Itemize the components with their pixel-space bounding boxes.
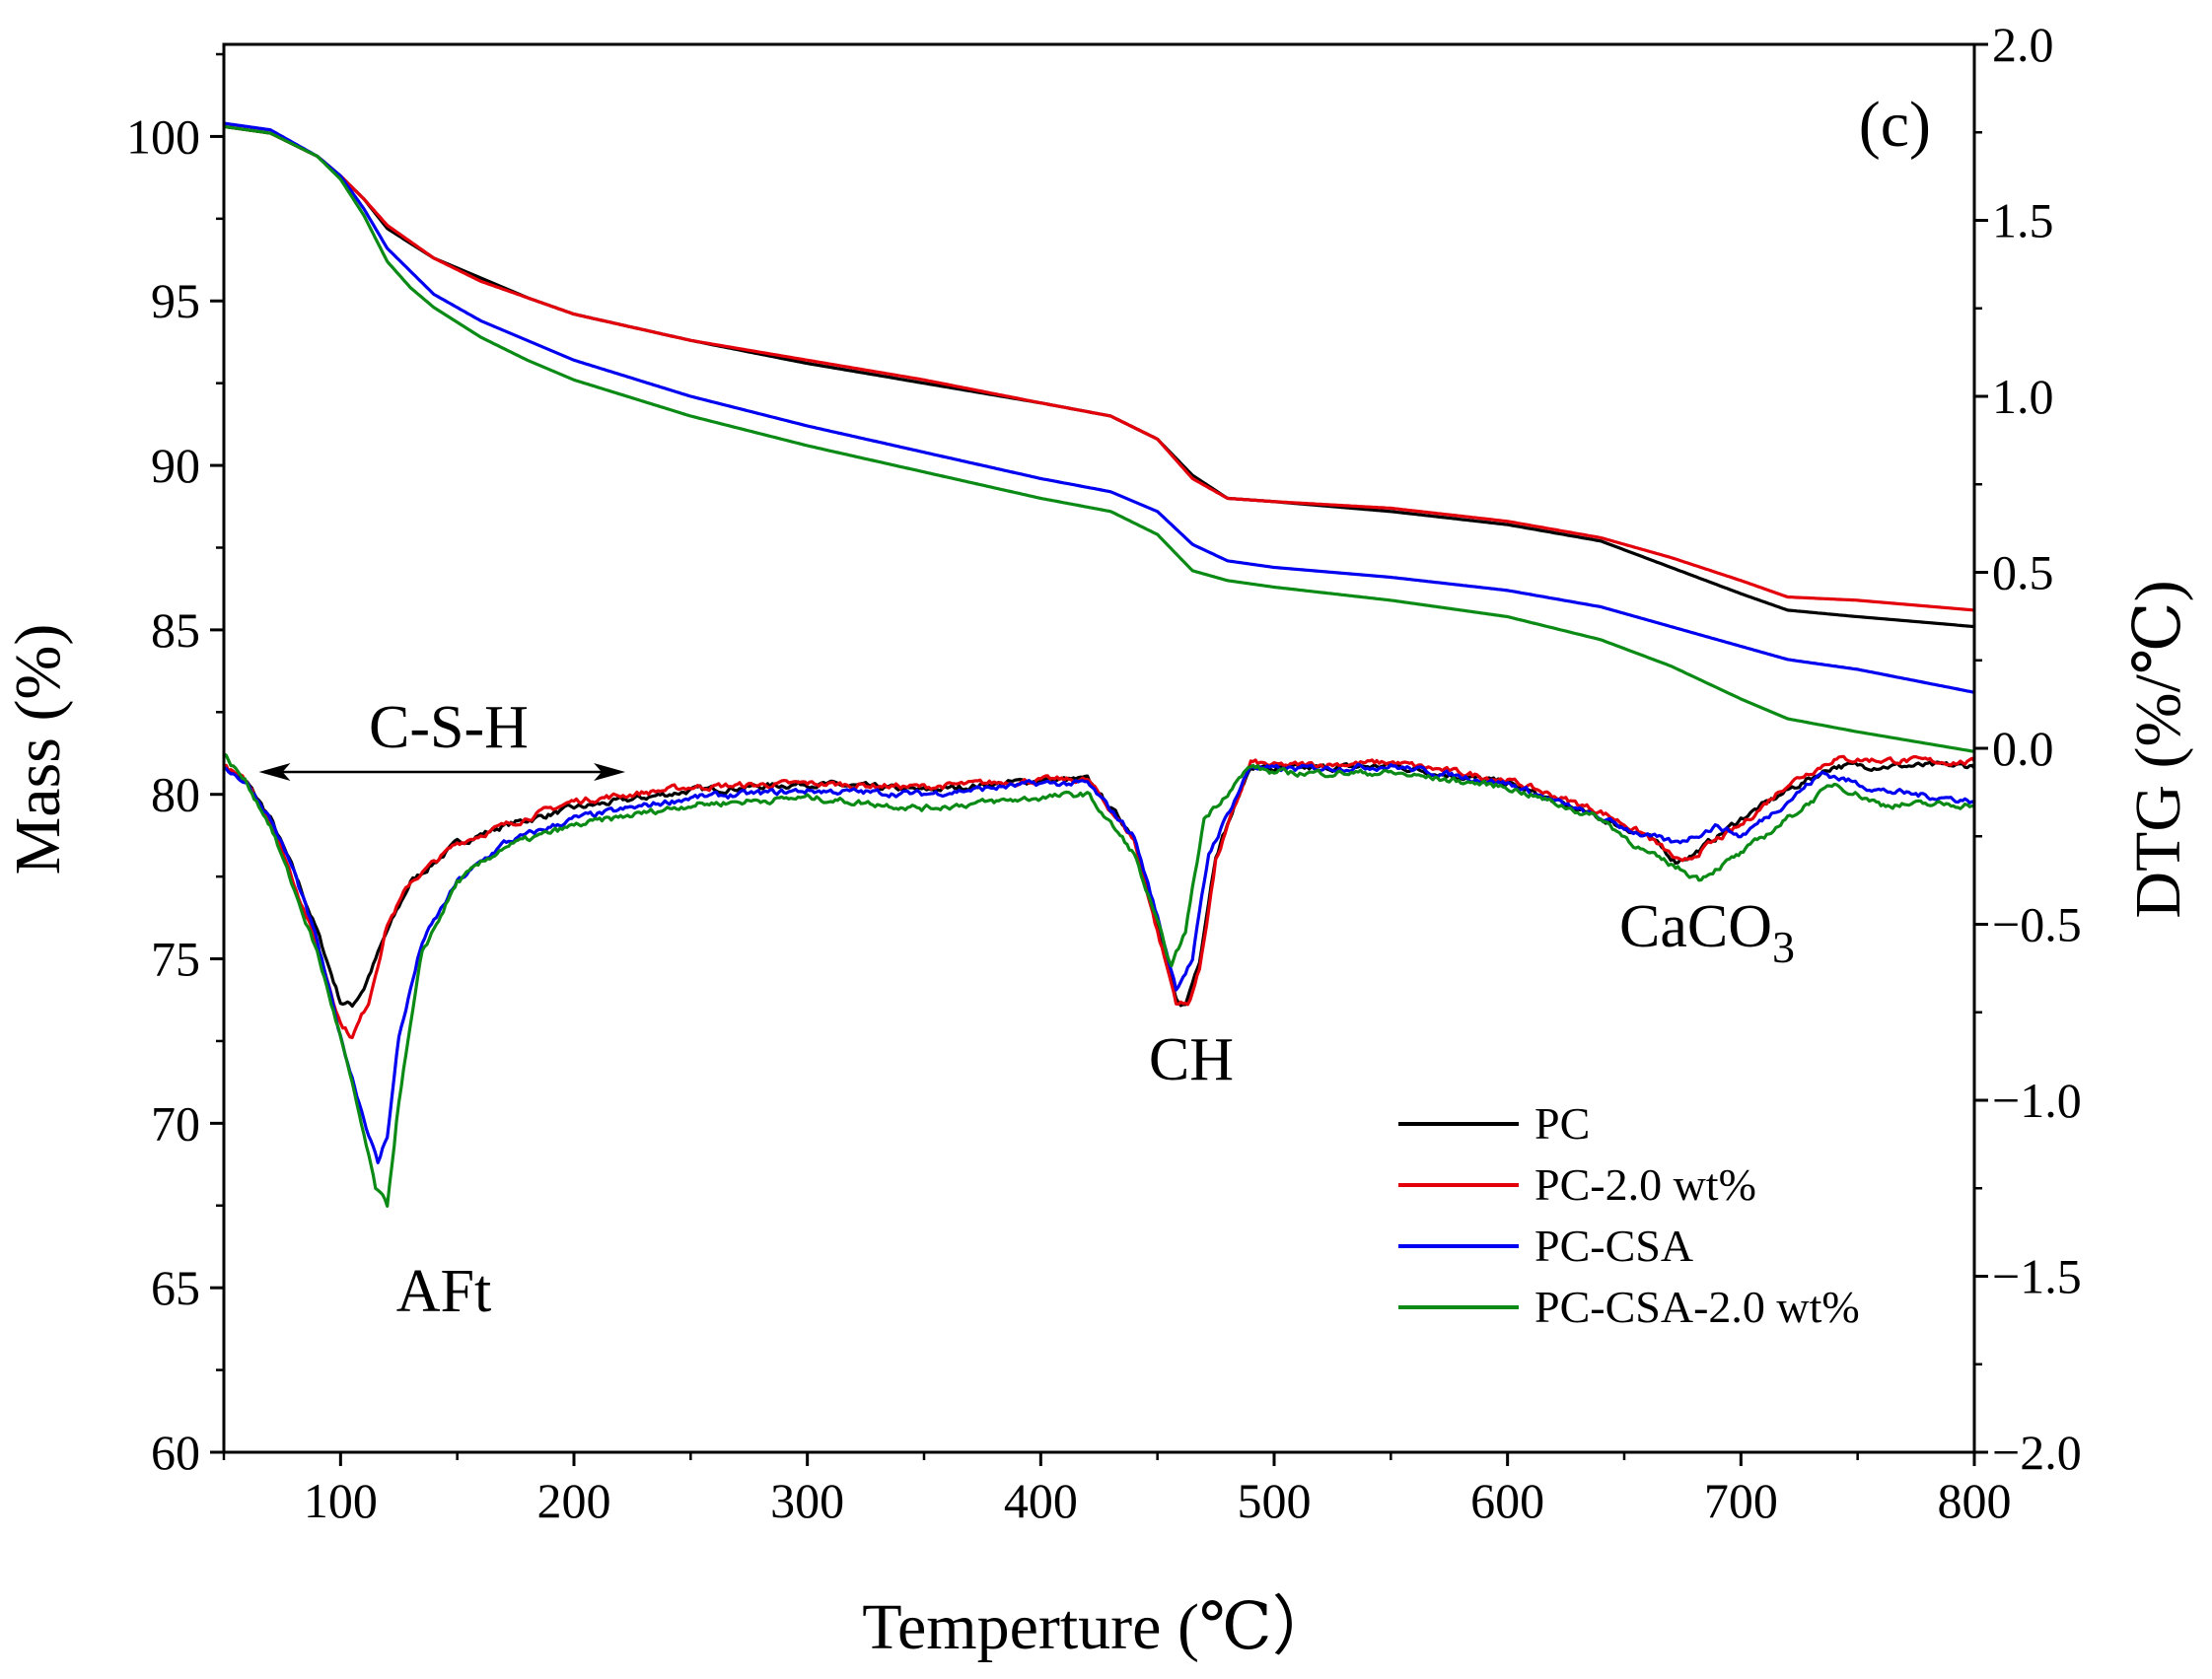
legend-label-1: PC-2.0 wt% xyxy=(1534,1159,1756,1210)
dtg-line-3 xyxy=(224,752,1974,1208)
y-right-tick-label: 2.0 xyxy=(1992,17,2054,72)
y-axis-title-right: DTG (%/℃) xyxy=(2122,580,2194,918)
x-axis-title: Temperture (℃） xyxy=(862,1591,1337,1663)
y-right-tick-label: −1.5 xyxy=(1992,1249,2082,1304)
x-tick-label: 100 xyxy=(304,1473,378,1528)
x-tick-label: 800 xyxy=(1938,1473,2012,1528)
y-right-tick-label: 1.5 xyxy=(1992,193,2054,248)
y-left-tick-label: 85 xyxy=(151,602,200,658)
y-left-tick-label: 95 xyxy=(151,273,200,328)
annotation-csh: C-S-H xyxy=(369,694,529,761)
legend-label-2: PC-CSA xyxy=(1534,1221,1693,1271)
y-right-tick-label: −0.5 xyxy=(1992,897,2082,952)
series-layer xyxy=(224,121,1974,1208)
x-tick-label: 700 xyxy=(1704,1473,1778,1528)
annotation-caco3-subscript: 3 xyxy=(1772,922,1795,972)
tg-line-2 xyxy=(224,121,1974,694)
y-right-tick-label: 0.0 xyxy=(1992,721,2054,776)
x-tick-label: 500 xyxy=(1238,1473,1312,1528)
x-tick-label: 600 xyxy=(1470,1473,1544,1528)
legend-label-0: PC xyxy=(1534,1098,1590,1149)
panel-label: (c) xyxy=(1859,89,1931,161)
dtg-line-2 xyxy=(224,762,1974,1164)
csh-range-arrow xyxy=(258,763,626,781)
y-right-tick-label: 1.0 xyxy=(1992,369,2054,424)
y-left-tick-label: 80 xyxy=(151,767,200,822)
tg-line-1 xyxy=(224,124,1974,612)
x-tick-label: 200 xyxy=(537,1473,611,1528)
y-left-tick-label: 65 xyxy=(151,1260,200,1315)
y-left-tick-label: 100 xyxy=(126,108,200,164)
y-right-tick-label: 0.5 xyxy=(1992,545,2054,600)
y-axis-title-left: Mass (%) xyxy=(2,624,74,875)
tg-line-3 xyxy=(224,124,1974,753)
tick-layer: 100 200 300 400 500 600 700 800 60 65 70 75 80 85 90 95… xyxy=(126,17,2082,1528)
csh-arrow-head-right xyxy=(594,763,626,781)
y-right-tick-label: −2.0 xyxy=(1992,1425,2082,1480)
annotation-ch: CH xyxy=(1149,1026,1234,1093)
x-tick-label: 300 xyxy=(770,1473,844,1528)
legend-label-3: PC-CSA-2.0 wt% xyxy=(1534,1282,1860,1332)
y-right-tick-label: −1.0 xyxy=(1992,1073,2082,1128)
y-left-tick-label: 60 xyxy=(151,1425,200,1480)
legend: PC PC-2.0 wt% PC-CSA PC-CSA-2.0 wt% xyxy=(1398,1098,1860,1332)
y-left-tick-label: 75 xyxy=(151,932,200,987)
annotation-aft: AFt xyxy=(396,1258,491,1325)
y-left-tick-label: 90 xyxy=(151,438,200,493)
annotation-caco3-main: CaCO xyxy=(1619,893,1772,960)
annotation-caco3: CaCO3 xyxy=(1619,893,1795,972)
y-left-tick-label: 70 xyxy=(151,1095,200,1151)
csh-arrow-head-left xyxy=(258,763,291,781)
tg-line-0 xyxy=(224,124,1974,629)
dtg-line-0 xyxy=(224,760,1974,1009)
x-tick-label: 400 xyxy=(1004,1473,1078,1528)
